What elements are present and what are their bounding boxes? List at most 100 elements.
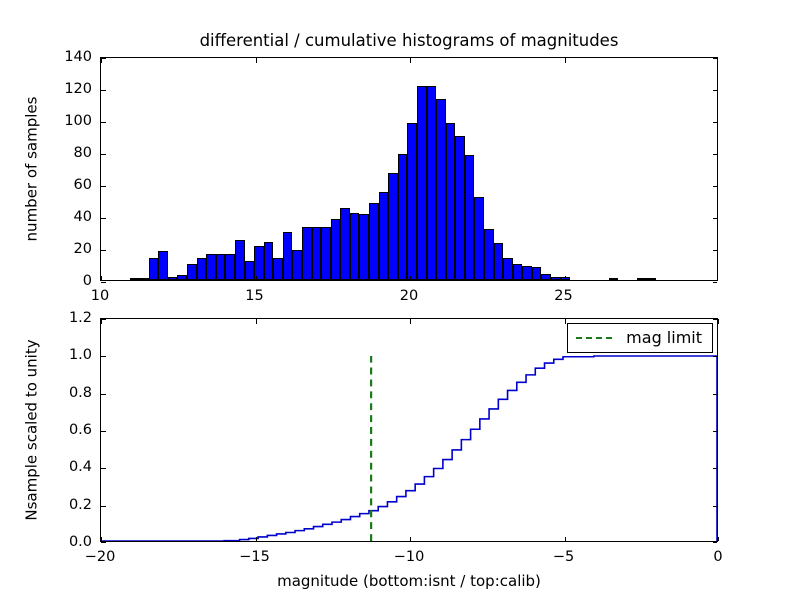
histogram-bar bbox=[455, 136, 465, 280]
x-tick bbox=[410, 319, 412, 324]
y-tick bbox=[101, 319, 106, 321]
histogram-bar bbox=[445, 123, 456, 280]
histogram-bar bbox=[302, 227, 312, 280]
x-tick bbox=[101, 275, 103, 280]
x-tick bbox=[410, 275, 412, 280]
y-tick-label: 0.6 bbox=[68, 421, 92, 438]
histogram-bar bbox=[196, 257, 207, 280]
y-tick-label: 0.8 bbox=[68, 384, 92, 401]
histogram-bar bbox=[340, 208, 350, 280]
cumulative-curve-svg bbox=[101, 355, 717, 541]
y-tick bbox=[712, 154, 717, 156]
histogram-bar bbox=[416, 86, 427, 280]
histogram-bar bbox=[148, 257, 159, 280]
x-tick-label: −20 bbox=[84, 549, 116, 565]
cumulative-axes: mag limit bbox=[100, 318, 719, 543]
histogram-bar bbox=[359, 214, 370, 280]
y-tick-label: 1.0 bbox=[68, 347, 92, 364]
histogram-bar bbox=[378, 192, 389, 280]
x-tick bbox=[564, 58, 566, 63]
histogram-bar bbox=[206, 254, 216, 280]
x-tick-label: 10 bbox=[90, 288, 110, 304]
histogram-bar bbox=[388, 172, 398, 280]
y-tick bbox=[101, 58, 106, 60]
histogram-bar bbox=[646, 278, 657, 280]
histogram-bar bbox=[225, 254, 235, 280]
y-tick bbox=[712, 541, 717, 543]
cumulative-step-line bbox=[101, 355, 717, 541]
y-tick bbox=[712, 319, 717, 321]
x-tick bbox=[564, 536, 566, 541]
y-tick bbox=[712, 186, 717, 188]
histogram-bar bbox=[608, 278, 619, 280]
legend-label-mag-limit: mag limit bbox=[626, 328, 702, 347]
y-tick bbox=[101, 154, 106, 156]
histogram-bar bbox=[637, 278, 647, 280]
y-tick-label: 0.0 bbox=[68, 533, 92, 550]
y-tick bbox=[712, 356, 717, 358]
y-tick bbox=[712, 468, 717, 470]
cumulative-x-axis-label: magnitude (bottom:isnt / top:calib) bbox=[277, 572, 541, 590]
x-tick bbox=[564, 319, 566, 324]
y-tick-label: 60 bbox=[73, 176, 92, 193]
histogram-bar bbox=[187, 264, 197, 280]
mag-limit-legend-swatch-icon bbox=[576, 337, 613, 339]
y-tick-label: 0.4 bbox=[68, 459, 92, 476]
histogram-bar bbox=[129, 278, 140, 280]
histogram-bar bbox=[503, 257, 513, 280]
histogram-bar bbox=[292, 249, 302, 280]
histogram-bar bbox=[139, 278, 149, 280]
y-tick bbox=[101, 356, 106, 358]
y-tick-label: 0.2 bbox=[68, 496, 92, 513]
y-tick bbox=[101, 468, 106, 470]
histogram-bar bbox=[522, 265, 532, 280]
x-tick bbox=[255, 275, 257, 280]
y-tick bbox=[101, 122, 106, 124]
y-tick-label: 40 bbox=[73, 208, 92, 225]
y-tick bbox=[712, 90, 717, 92]
histogram-bar bbox=[273, 257, 283, 280]
y-tick bbox=[712, 282, 717, 284]
histogram-bar bbox=[321, 227, 331, 280]
histogram-bar bbox=[541, 273, 552, 280]
histogram-axes bbox=[100, 57, 718, 284]
histogram-bar bbox=[167, 276, 178, 280]
histogram-bar bbox=[407, 123, 417, 280]
histogram-bar bbox=[311, 227, 322, 280]
x-tick bbox=[410, 58, 412, 63]
x-tick bbox=[255, 58, 257, 63]
histogram-bar bbox=[436, 99, 446, 280]
histogram-plot-area bbox=[101, 58, 717, 280]
y-tick bbox=[712, 218, 717, 220]
x-tick-label: 20 bbox=[399, 288, 419, 304]
y-tick-label: 20 bbox=[73, 240, 92, 257]
x-tick bbox=[410, 536, 412, 541]
histogram-bar bbox=[215, 254, 226, 280]
y-tick-label: 80 bbox=[73, 144, 92, 161]
y-tick bbox=[101, 505, 106, 507]
x-tick-label: 25 bbox=[554, 288, 573, 304]
histogram-bar bbox=[551, 276, 561, 280]
x-tick-label: −10 bbox=[393, 549, 425, 565]
x-tick bbox=[717, 536, 719, 541]
x-tick bbox=[101, 536, 103, 541]
histogram-bar bbox=[531, 267, 542, 280]
y-tick-label: 120 bbox=[64, 80, 92, 97]
y-tick-label: 1.2 bbox=[68, 309, 92, 326]
histogram-bar bbox=[263, 241, 274, 280]
cumulative-y-axis-label: Nsample scaled to unity bbox=[22, 339, 41, 521]
y-tick bbox=[712, 431, 717, 433]
x-tick-label: −5 bbox=[552, 549, 575, 565]
histogram-bar bbox=[493, 243, 504, 280]
histogram-bar bbox=[464, 155, 475, 280]
x-tick-label: 15 bbox=[245, 288, 264, 304]
x-tick bbox=[101, 58, 103, 63]
y-tick-label: 140 bbox=[64, 48, 92, 65]
y-tick bbox=[101, 282, 106, 284]
legend[interactable]: mag limit bbox=[567, 323, 713, 353]
histogram-bar bbox=[158, 251, 168, 280]
y-tick bbox=[101, 393, 106, 395]
cumulative-plot-area bbox=[101, 319, 717, 541]
y-tick bbox=[712, 250, 717, 252]
